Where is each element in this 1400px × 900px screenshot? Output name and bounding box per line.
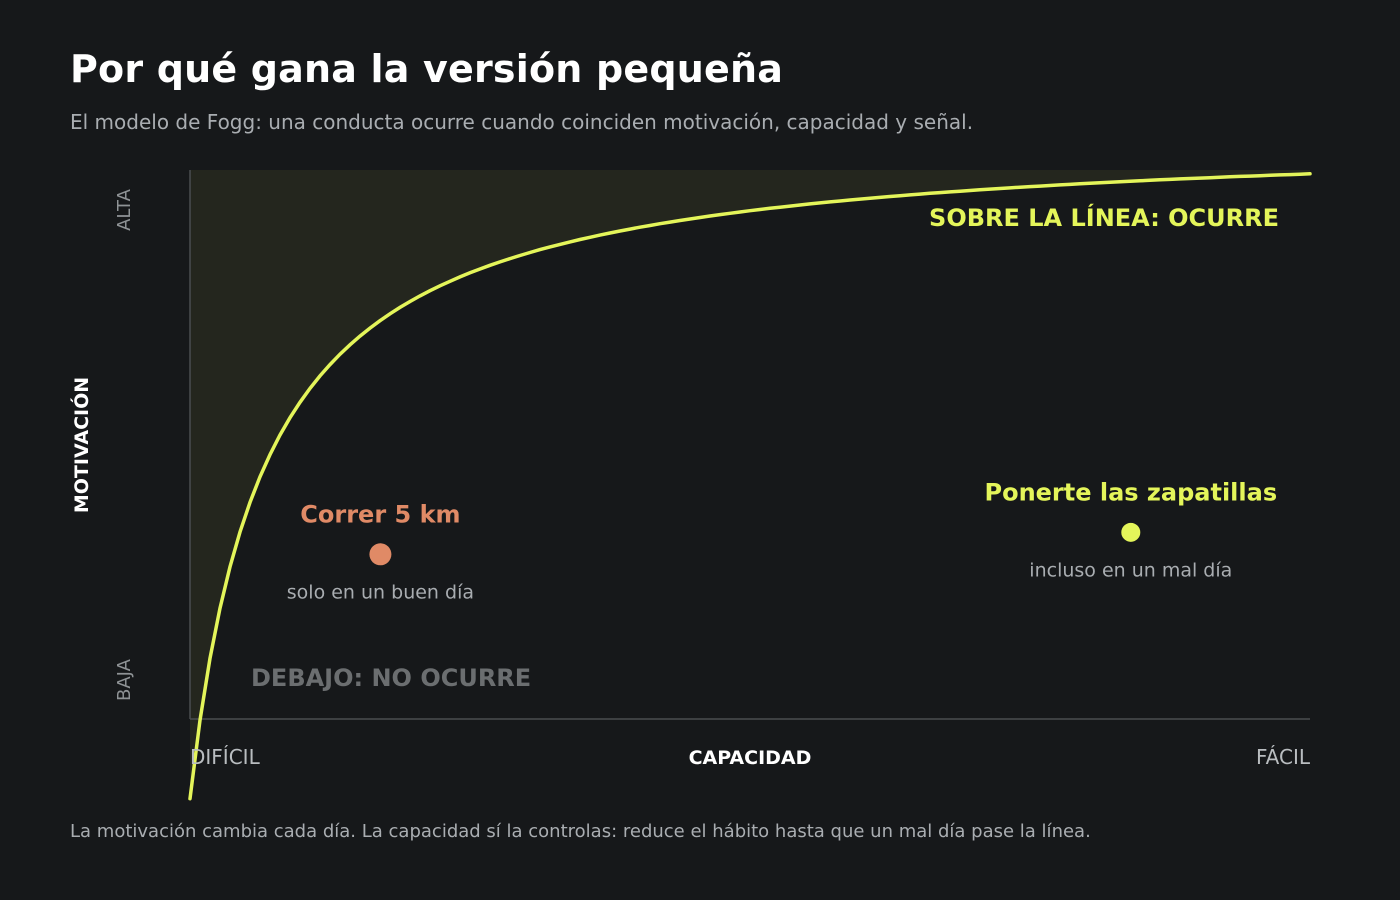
point-label: Correr 5 km [300, 500, 460, 528]
x-axis-left-label: DIFÍCIL [190, 745, 261, 769]
point-zapatillas: Ponerte las zapatillas incluso en un mal… [984, 478, 1277, 581]
region-above-label: SOBRE LA LÍNEA: OCURRE [929, 203, 1279, 232]
footer-note: La motivación cambia cada día. La capaci… [70, 821, 1091, 842]
x-axis-right-label: FÁCIL [1256, 745, 1311, 769]
point-marker [369, 543, 392, 566]
y-axis-high-label: ALTA [114, 188, 135, 230]
region-above-area [190, 170, 1310, 799]
y-axis-low-label: BAJA [114, 658, 135, 701]
region-below-label: DEBAJO: NO OCURRE [251, 664, 531, 692]
point-label: Ponerte las zapatillas [984, 478, 1277, 506]
point-marker [1118, 519, 1144, 545]
point-note: solo en un buen día [287, 581, 474, 603]
action-line [188, 172, 1312, 801]
page-title: Por qué gana la versión pequeña [70, 47, 784, 91]
y-axis-title: MOTIVACIÓN [69, 377, 93, 513]
point-note: incluso en un mal día [1029, 559, 1232, 581]
page-subtitle: El modelo de Fogg: una conducta ocurre c… [70, 110, 974, 134]
x-axis-title: CAPACIDAD [689, 747, 812, 769]
point-correr: Correr 5 km solo en un buen día [287, 500, 474, 603]
